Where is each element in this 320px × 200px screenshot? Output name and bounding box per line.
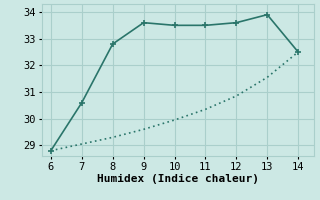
X-axis label: Humidex (Indice chaleur): Humidex (Indice chaleur)	[97, 174, 259, 184]
